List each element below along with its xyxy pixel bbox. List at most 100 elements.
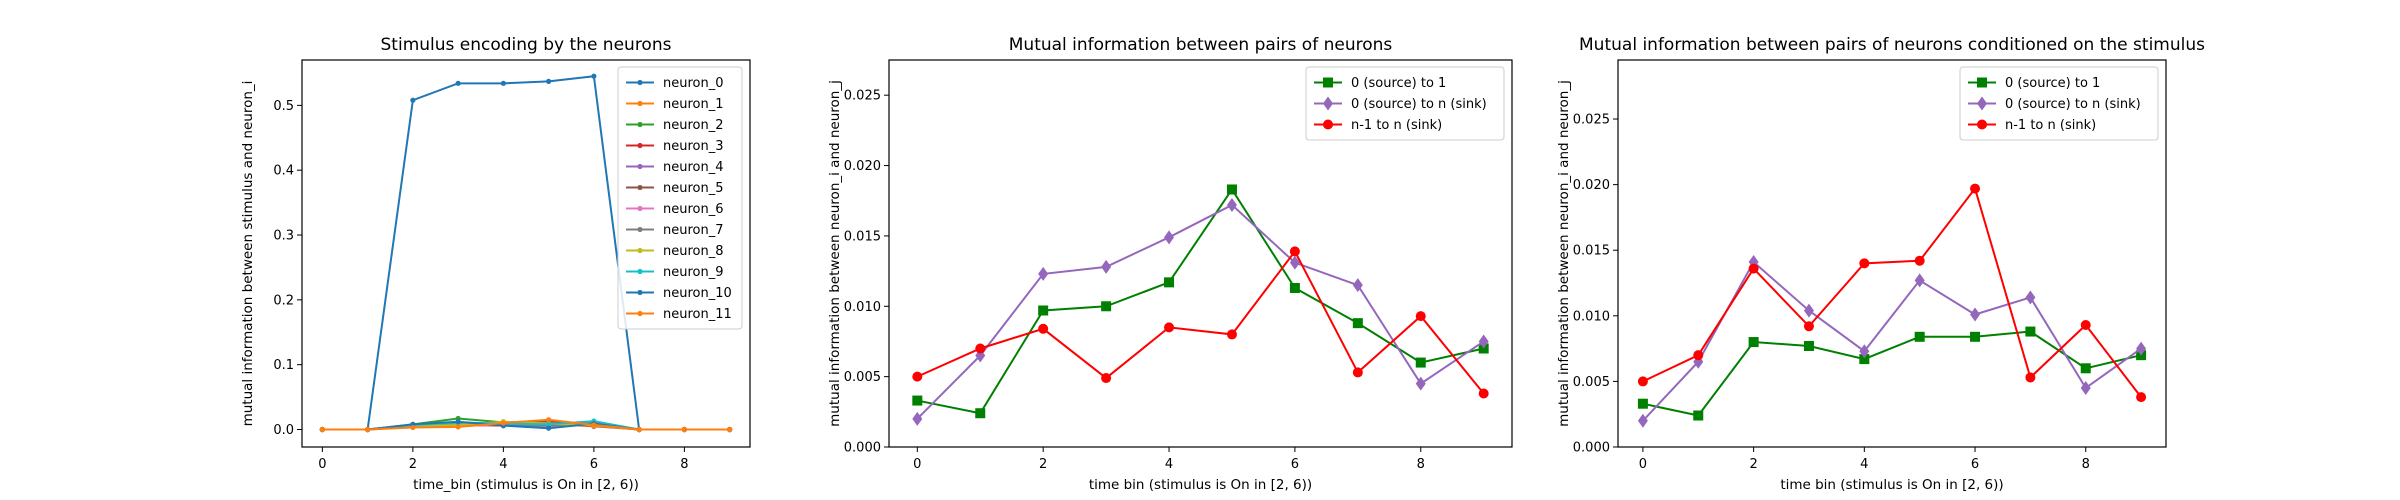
y-tick-label: 0.010 — [844, 300, 881, 315]
data-point — [1478, 343, 1489, 354]
legend-label: 0 (source) to 1 — [1351, 76, 1446, 91]
axes-frame — [301, 59, 751, 448]
x-tick-label: 8 — [2082, 457, 2090, 472]
data-point — [591, 73, 597, 79]
legend-item: 0 (source) to 1 — [1968, 76, 2100, 91]
data-point — [1226, 197, 1237, 212]
data-point — [681, 426, 687, 433]
legend-label: neuron_0 — [663, 76, 724, 91]
data-point — [1803, 321, 1814, 332]
x-tick-label: 4 — [1860, 457, 1868, 472]
legend-item: neuron_4 — [626, 160, 724, 175]
legend-item: neuron_8 — [626, 244, 724, 259]
data-point — [975, 343, 986, 354]
legend-marker — [1977, 119, 1987, 130]
data-point — [455, 424, 461, 430]
data-point — [1352, 278, 1363, 293]
legend-label: neuron_10 — [663, 286, 732, 301]
x-tick-label: 6 — [1971, 457, 1979, 472]
legend-label: 0 (source) to n (sink) — [2005, 97, 2141, 112]
x-tick-label: 4 — [499, 457, 507, 472]
legend-label: n-1 to n (sink) — [2005, 118, 2096, 133]
x-tick-label: 0 — [318, 457, 326, 472]
legend-marker — [637, 184, 643, 191]
data-point — [1101, 301, 1112, 312]
legend-item: neuron_10 — [626, 286, 732, 301]
legend-item: 0 (source) to n (sink) — [1968, 96, 2141, 112]
data-point — [1637, 376, 1648, 387]
data-point — [455, 80, 461, 86]
data-point — [912, 411, 923, 426]
plot-area — [319, 73, 733, 433]
data-point — [1478, 388, 1489, 399]
legend-marker — [637, 163, 643, 170]
y-tick-label: 0.010 — [1573, 309, 1610, 324]
legend-marker — [637, 100, 643, 107]
legend-label: neuron_5 — [663, 181, 724, 196]
legend-marker — [637, 142, 643, 149]
data-point — [1859, 354, 1870, 365]
legend-marker — [637, 226, 643, 233]
y-tick-label: 0.025 — [844, 89, 881, 104]
chart-panel-0: Stimulus encoding by the neurons 0 2 4 6 8 0.0… — [240, 35, 751, 493]
y-tick-label: 0.000 — [844, 441, 881, 456]
chart-panel-2: Mutual information between pairs of neur… — [1556, 35, 2205, 493]
series-0 — [912, 184, 1489, 419]
axes-frame — [888, 59, 1513, 448]
data-point — [1859, 344, 1870, 359]
data-point — [1748, 337, 1759, 348]
series-11 — [319, 417, 733, 433]
x-axis-label: time bin (stimulus is On in [2, 6)) — [1780, 477, 2003, 493]
legend-marker — [637, 289, 643, 296]
legend-box — [1305, 66, 1505, 141]
data-point — [1478, 334, 1489, 349]
data-point — [546, 425, 552, 431]
legend-label: neuron_1 — [663, 97, 724, 112]
y-tick-label: 0.005 — [844, 370, 881, 385]
data-point — [912, 395, 923, 406]
data-point — [1038, 305, 1049, 316]
x-tick-label: 2 — [409, 457, 417, 472]
legend-label: neuron_7 — [663, 223, 724, 238]
data-point — [1226, 329, 1237, 340]
legend: 0 (source) to 1 0 (source) to n (sink) n-1… — [1305, 66, 1505, 141]
legend: neuron_0 neuron_1 neuron_2 neuron_3 neuron_4… — [617, 66, 743, 330]
data-point — [546, 417, 552, 423]
series-line — [917, 187, 1484, 415]
legend-label: neuron_8 — [663, 244, 724, 259]
y-tick-label: 0.1 — [273, 358, 294, 373]
x-tick-label: 6 — [1291, 457, 1299, 472]
series-2 — [912, 246, 1489, 399]
series-2 — [1637, 183, 2147, 403]
legend-item: 0 (source) to 1 — [1314, 76, 1446, 91]
y-axis-label: mutual information between stimulus and … — [240, 81, 256, 427]
x-axis-label: time_bin (stimulus is On in [2, 6)) — [413, 477, 639, 493]
data-point — [2080, 363, 2091, 374]
series-line — [916, 249, 1485, 395]
legend-marker — [637, 310, 643, 317]
legend-item: neuron_3 — [626, 139, 724, 154]
data-point — [1914, 331, 1925, 342]
data-point — [1226, 184, 1237, 195]
legend-label: n-1 to n (sink) — [1351, 118, 1442, 133]
legend-item: neuron_5 — [626, 181, 724, 196]
axes-frame — [1617, 59, 2167, 448]
data-point — [1693, 350, 1704, 361]
legend-item: neuron_11 — [626, 307, 732, 322]
data-point — [1415, 376, 1426, 391]
legend-label: neuron_2 — [663, 118, 724, 133]
data-point — [1970, 331, 1981, 342]
x-tick-label: 0 — [1639, 457, 1647, 472]
data-point — [1289, 246, 1300, 257]
data-point — [1803, 340, 1814, 351]
y-tick-label: 0.015 — [1573, 244, 1610, 259]
legend-item: neuron_2 — [626, 118, 724, 133]
legend-marker — [1977, 77, 1987, 88]
legend-label: neuron_3 — [663, 139, 724, 154]
data-point — [455, 419, 461, 425]
data-point — [2136, 392, 2147, 403]
data-point — [1859, 258, 1870, 269]
legend-item: neuron_7 — [626, 223, 724, 238]
data-point — [1970, 307, 1981, 322]
legend-item: n-1 to n (sink) — [1968, 118, 2096, 133]
